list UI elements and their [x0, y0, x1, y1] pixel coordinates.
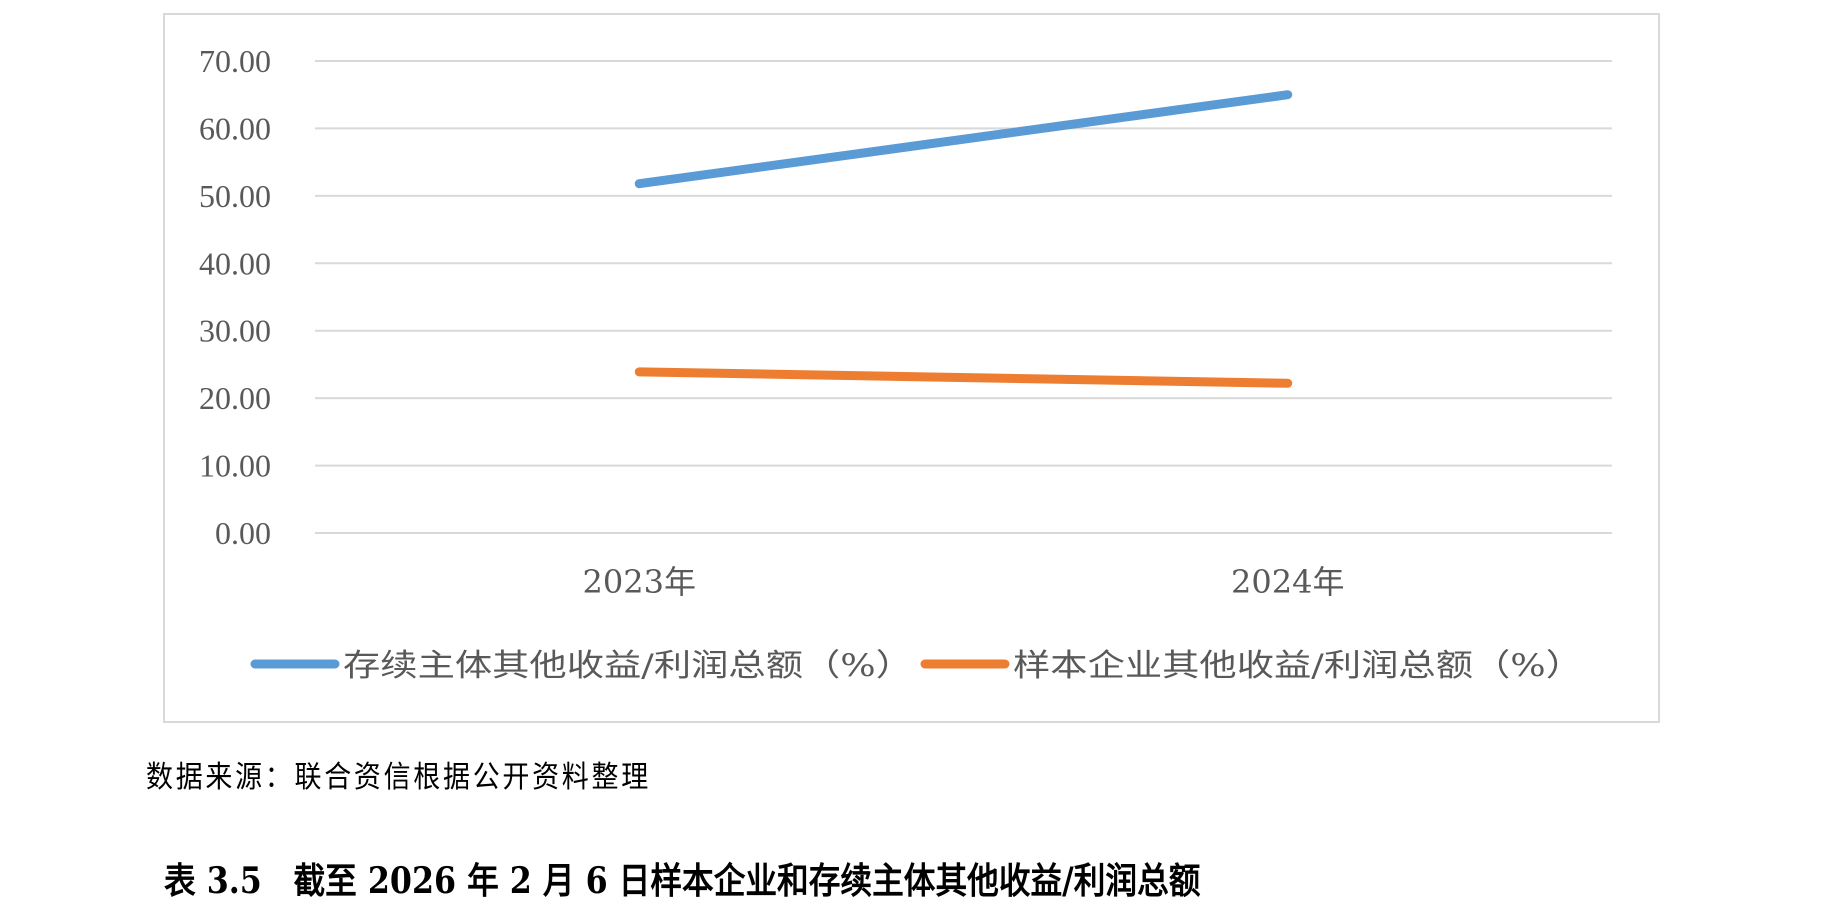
- legend-label-1: 存续主体其他收益/利润总额（%）: [343, 648, 913, 684]
- legend-label-2: 样本企业其他收益/利润总额（%）: [1013, 648, 1583, 684]
- line-chart: 0.0010.0020.0030.0040.0050.0060.0070.00 …: [163, 13, 1660, 723]
- chart-frame: [163, 13, 1660, 723]
- series-line-1: [634, 90, 1293, 189]
- y-tick-label: 60.00: [199, 110, 271, 146]
- x-tick-label: 2024年: [1231, 563, 1344, 601]
- y-tick-label: 20.00: [199, 380, 271, 416]
- y-tick-label: 30.00: [199, 313, 271, 349]
- y-tick-label: 70.00: [199, 43, 271, 79]
- y-tick-label: 10.00: [199, 448, 271, 484]
- x-tick-label: 2023年: [583, 563, 696, 601]
- series-line-2: [634, 367, 1293, 388]
- table-caption: 表 3.5 截至 2026 年 2 月 6 日样本企业和存续主体其他收益/利润总…: [164, 860, 1201, 902]
- y-tick-label: 40.00: [199, 245, 271, 281]
- y-tick-label: 0.00: [215, 515, 271, 551]
- source-note: 数据来源：联合资信根据公开资料整理: [146, 760, 651, 795]
- y-tick-label: 50.00: [199, 178, 271, 214]
